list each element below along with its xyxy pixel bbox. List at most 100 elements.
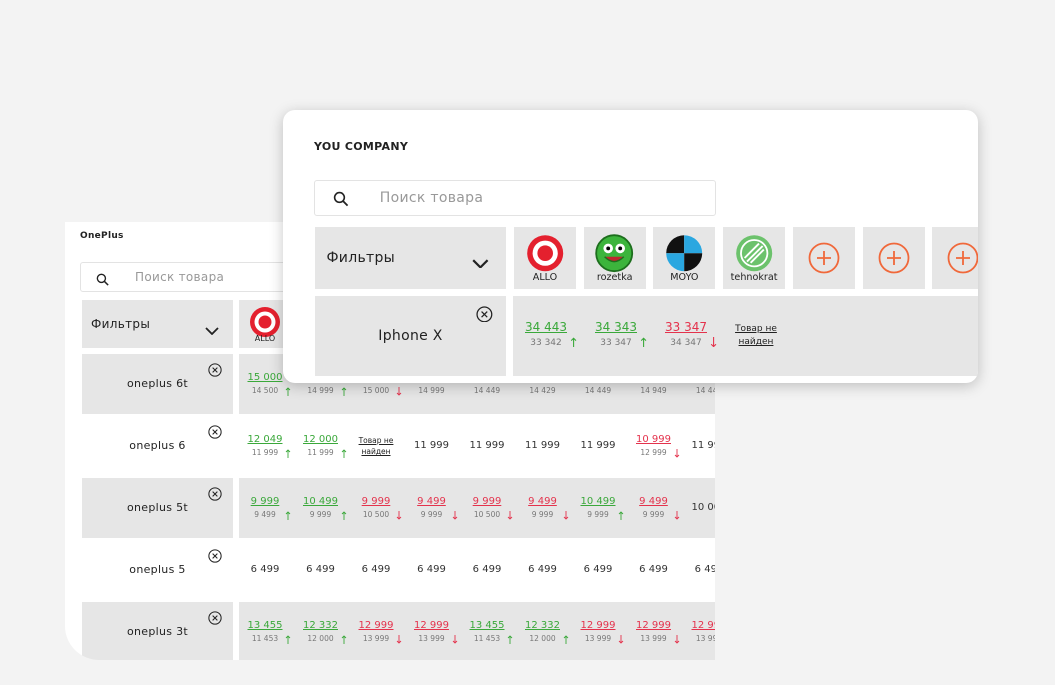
price: 9 499 (639, 496, 668, 507)
price: 12 332 (525, 620, 560, 631)
trend-down-arrow (396, 629, 402, 644)
search-icon (96, 271, 110, 286)
price: 10 999 (636, 434, 671, 445)
trend-up-arrow (341, 629, 347, 644)
price: 11 999 (469, 440, 505, 451)
old-price: 14 449 (584, 386, 612, 395)
add-store-button[interactable] (792, 227, 855, 289)
remove-button[interactable] (208, 486, 222, 501)
search-box[interactable]: Поиск товара (80, 262, 320, 292)
old-price: 10 500 (473, 510, 501, 519)
product-name-cell: oneplus 5 (82, 540, 233, 600)
price: 6 499 (639, 564, 668, 575)
price: 13 455 (247, 620, 283, 631)
old-price: 14 949 (640, 386, 667, 395)
price: 9 499 (528, 496, 557, 507)
price: 12 332 (303, 620, 338, 631)
search-placeholder: Поиск товара (135, 270, 225, 284)
store-tile[interactable]: MOYO (653, 227, 716, 289)
old-price: 12 000 (307, 634, 334, 643)
old-price: 10 500 (362, 510, 390, 519)
store-tile[interactable]: ALLO (514, 227, 576, 289)
product-name: oneplus 6 (129, 439, 186, 452)
remove-button[interactable] (208, 424, 222, 439)
trend-up-arrow (285, 629, 291, 644)
not-found-link[interactable]: Товар не найден (358, 436, 394, 456)
price-row (239, 602, 715, 660)
old-price: 11 453 (473, 634, 501, 643)
price: 9 999 (361, 496, 391, 507)
add-store-button[interactable] (932, 227, 978, 289)
filters-label: Фильтры (91, 317, 151, 331)
add-store-button[interactable] (862, 227, 925, 289)
search-box[interactable]: Поиск товара (314, 180, 716, 216)
price: 15 000 (247, 372, 283, 383)
price: 6 499 (306, 564, 335, 575)
price: 12 000 (303, 434, 338, 445)
store-logo (595, 234, 634, 273)
product-name-cell: oneplus 6t (82, 354, 233, 414)
price: 34 443 (525, 320, 567, 335)
trend-down-arrow (452, 629, 458, 644)
remove-button[interactable] (208, 362, 222, 377)
old-price: 14 999 (418, 386, 445, 395)
trend-up-arrow (285, 443, 291, 458)
price: 34 343 (595, 320, 637, 335)
panel-title: YOU COMPANY (314, 140, 409, 153)
remove-button[interactable] (208, 548, 222, 563)
remove-button[interactable] (208, 610, 222, 625)
plus-icon (808, 242, 840, 274)
old-price: 33 342 (530, 338, 562, 349)
store-logo (665, 234, 703, 272)
trend-up-arrow (341, 381, 347, 396)
trend-up-arrow (507, 629, 513, 644)
trend-down-arrow (674, 505, 680, 520)
trend-up-arrow (570, 332, 577, 348)
price: 9 999 (472, 496, 502, 507)
old-price: 14 449 (473, 386, 501, 395)
store-logo (526, 234, 564, 272)
trend-up-arrow (341, 505, 347, 520)
remove-button[interactable] (476, 306, 493, 323)
old-price: 34 347 (670, 338, 702, 349)
old-price: 11 999 (251, 448, 279, 457)
store-tile[interactable]: ALLO (239, 300, 291, 348)
trend-up-arrow (285, 505, 291, 520)
chevron-icon (472, 253, 489, 269)
store-tile[interactable]: rozetka (583, 227, 646, 289)
old-price: 13 999 (695, 634, 715, 643)
filters-dropdown[interactable]: Фильтры (82, 300, 233, 348)
price: 6 499 (361, 564, 391, 575)
store-name: rozetka (596, 272, 633, 284)
old-price: 13 999 (418, 634, 445, 643)
product-name: oneplus 6t (126, 377, 189, 390)
old-price: 13 999 (584, 634, 612, 643)
price: 6 499 (250, 564, 280, 575)
old-price: 9 999 (642, 510, 665, 519)
store-tile[interactable]: tehnokrat (723, 227, 786, 289)
trend-down-arrow (452, 505, 458, 520)
product-name-cell: oneplus 5t (82, 478, 233, 538)
price: 10 499 (580, 496, 616, 507)
price: 6 499 (694, 564, 715, 575)
trend-up-arrow (640, 332, 647, 348)
old-price: 9 999 (309, 510, 332, 519)
chevron-icon (205, 320, 219, 336)
trend-down-arrow (674, 443, 680, 458)
price: 11 999 (691, 440, 716, 451)
plus-icon (878, 242, 910, 274)
search-placeholder: Поиск товара (379, 190, 484, 206)
filters-dropdown[interactable]: Фильтры (315, 227, 506, 289)
old-price: 15 000 (362, 386, 390, 395)
trend-down-arrow (396, 505, 402, 520)
search-icon (333, 191, 349, 207)
trend-up-arrow (618, 505, 624, 520)
not-found-link[interactable]: Товар не найден (735, 323, 777, 347)
price: 9 999 (250, 496, 280, 507)
store-name: ALLO (254, 334, 276, 343)
old-price: 14 500 (251, 386, 279, 395)
old-price: 33 347 (600, 338, 632, 349)
price-row (239, 416, 715, 476)
old-price: 11 999 (307, 448, 334, 457)
trend-up-arrow (285, 381, 291, 396)
